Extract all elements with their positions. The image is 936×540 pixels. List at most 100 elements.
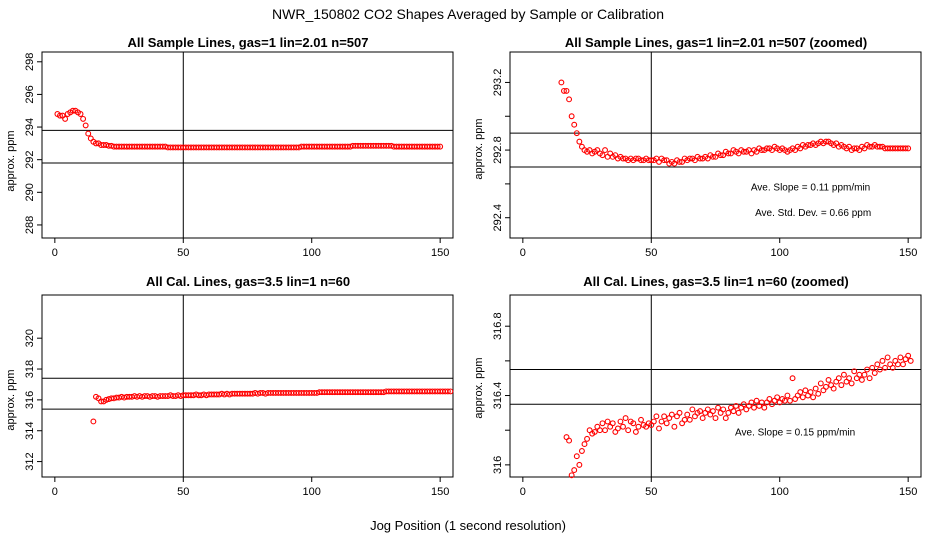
panel-title: All Sample Lines, gas=1 lin=2.01 n=507 bbox=[128, 35, 369, 50]
panel-title: All Sample Lines, gas=1 lin=2.01 n=507 (… bbox=[565, 35, 867, 50]
data-point bbox=[686, 416, 693, 423]
data-point bbox=[571, 121, 578, 128]
panel-title: All Cal. Lines, gas=3.5 lin=1 n=60 (zoom… bbox=[583, 274, 849, 289]
data-point bbox=[740, 401, 747, 408]
y-axis-label: approx. ppm bbox=[5, 130, 17, 191]
y-tick-label: 316.8 bbox=[492, 312, 504, 340]
y-tick-label: 292.8 bbox=[492, 136, 504, 164]
data-point bbox=[874, 361, 881, 368]
data-point bbox=[751, 404, 757, 411]
data-point bbox=[599, 152, 606, 159]
data-point bbox=[879, 357, 886, 364]
data-point bbox=[596, 427, 603, 434]
data-point bbox=[573, 453, 580, 460]
data-point bbox=[604, 418, 611, 425]
data-point bbox=[82, 122, 89, 129]
data-point bbox=[658, 418, 665, 425]
data-point bbox=[668, 411, 675, 418]
data-point bbox=[823, 383, 829, 390]
y-tick-label: 293.2 bbox=[492, 69, 504, 97]
data-point bbox=[663, 420, 670, 427]
data-point bbox=[681, 416, 688, 423]
data-point bbox=[563, 87, 570, 94]
x-tick-label: 0 bbox=[520, 247, 526, 259]
data-point bbox=[599, 420, 606, 427]
y-tick-label: 294 bbox=[24, 118, 36, 136]
data-point bbox=[584, 435, 591, 442]
data-point bbox=[576, 461, 583, 468]
x-tick-label: 50 bbox=[645, 486, 657, 498]
data-point bbox=[676, 158, 683, 165]
data-point bbox=[851, 368, 858, 375]
data-point bbox=[720, 406, 727, 413]
data-point bbox=[684, 411, 691, 418]
x-tick-label: 50 bbox=[177, 247, 189, 259]
x-tick-label: 100 bbox=[303, 247, 321, 259]
data-point bbox=[697, 155, 704, 162]
data-point bbox=[840, 371, 847, 378]
data-point bbox=[799, 394, 806, 401]
data-point bbox=[846, 375, 853, 382]
data-point bbox=[87, 135, 94, 142]
plot-frame bbox=[509, 51, 922, 239]
data-point bbox=[648, 157, 655, 164]
data-point bbox=[591, 428, 598, 435]
data-point bbox=[817, 380, 824, 387]
data-point bbox=[725, 409, 732, 416]
data-point bbox=[103, 396, 110, 403]
data-points bbox=[563, 352, 914, 479]
annotation: Ave. Slope = 0.15 ppm/min bbox=[735, 427, 855, 438]
data-point bbox=[763, 145, 770, 152]
data-point bbox=[661, 413, 668, 420]
data-point bbox=[805, 142, 811, 148]
data-point bbox=[717, 152, 724, 159]
plot-frame bbox=[41, 294, 454, 478]
data-point bbox=[656, 425, 662, 432]
data-point bbox=[617, 418, 624, 425]
data-point bbox=[602, 147, 608, 154]
figure-x-label: Jog Position (1 second resolution) bbox=[370, 518, 566, 533]
y-axis-label: approx. ppm bbox=[473, 118, 485, 179]
data-point bbox=[882, 364, 888, 371]
data-point bbox=[632, 428, 639, 435]
y-tick-label: 292 bbox=[24, 151, 36, 169]
data-point bbox=[784, 392, 791, 399]
data-point bbox=[620, 155, 626, 162]
data-point bbox=[812, 385, 819, 392]
panel-cal-lines-zoomed: All Cal. Lines, gas=3.5 lin=1 n=60 (zoom… bbox=[473, 274, 922, 498]
data-point bbox=[753, 397, 760, 404]
data-point bbox=[699, 415, 706, 422]
x-tick-label: 150 bbox=[431, 247, 449, 259]
data-point bbox=[889, 364, 896, 371]
data-point bbox=[92, 140, 99, 147]
y-axis-label: approx. ppm bbox=[5, 369, 17, 430]
data-point bbox=[686, 155, 693, 162]
data-point bbox=[434, 143, 441, 150]
data-points bbox=[90, 388, 454, 425]
data-point bbox=[566, 437, 573, 444]
y-tick-label: 316 bbox=[492, 456, 504, 474]
data-point bbox=[671, 423, 678, 430]
data-point bbox=[869, 364, 876, 371]
data-point bbox=[635, 423, 642, 430]
x-tick-label: 150 bbox=[431, 486, 449, 498]
x-tick-label: 0 bbox=[52, 247, 58, 259]
data-point bbox=[851, 145, 858, 152]
data-point bbox=[725, 150, 732, 157]
data-point bbox=[689, 406, 696, 413]
panel-sample-lines-zoomed: All Sample Lines, gas=1 lin=2.01 n=507 (… bbox=[473, 35, 922, 259]
figure-title: NWR_150802 CO2 Shapes Averaged by Sample… bbox=[272, 6, 664, 22]
data-point bbox=[57, 112, 63, 119]
data-point bbox=[866, 143, 873, 150]
y-tick-label: 298 bbox=[24, 53, 36, 71]
data-point bbox=[815, 390, 822, 397]
y-axis-label: approx. ppm bbox=[473, 357, 485, 418]
data-point bbox=[447, 388, 454, 395]
data-point bbox=[758, 147, 765, 154]
data-point bbox=[573, 130, 580, 137]
data-point bbox=[810, 394, 817, 401]
data-point bbox=[630, 420, 637, 427]
data-point bbox=[85, 130, 92, 137]
data-point bbox=[802, 387, 809, 394]
data-point bbox=[609, 420, 616, 427]
